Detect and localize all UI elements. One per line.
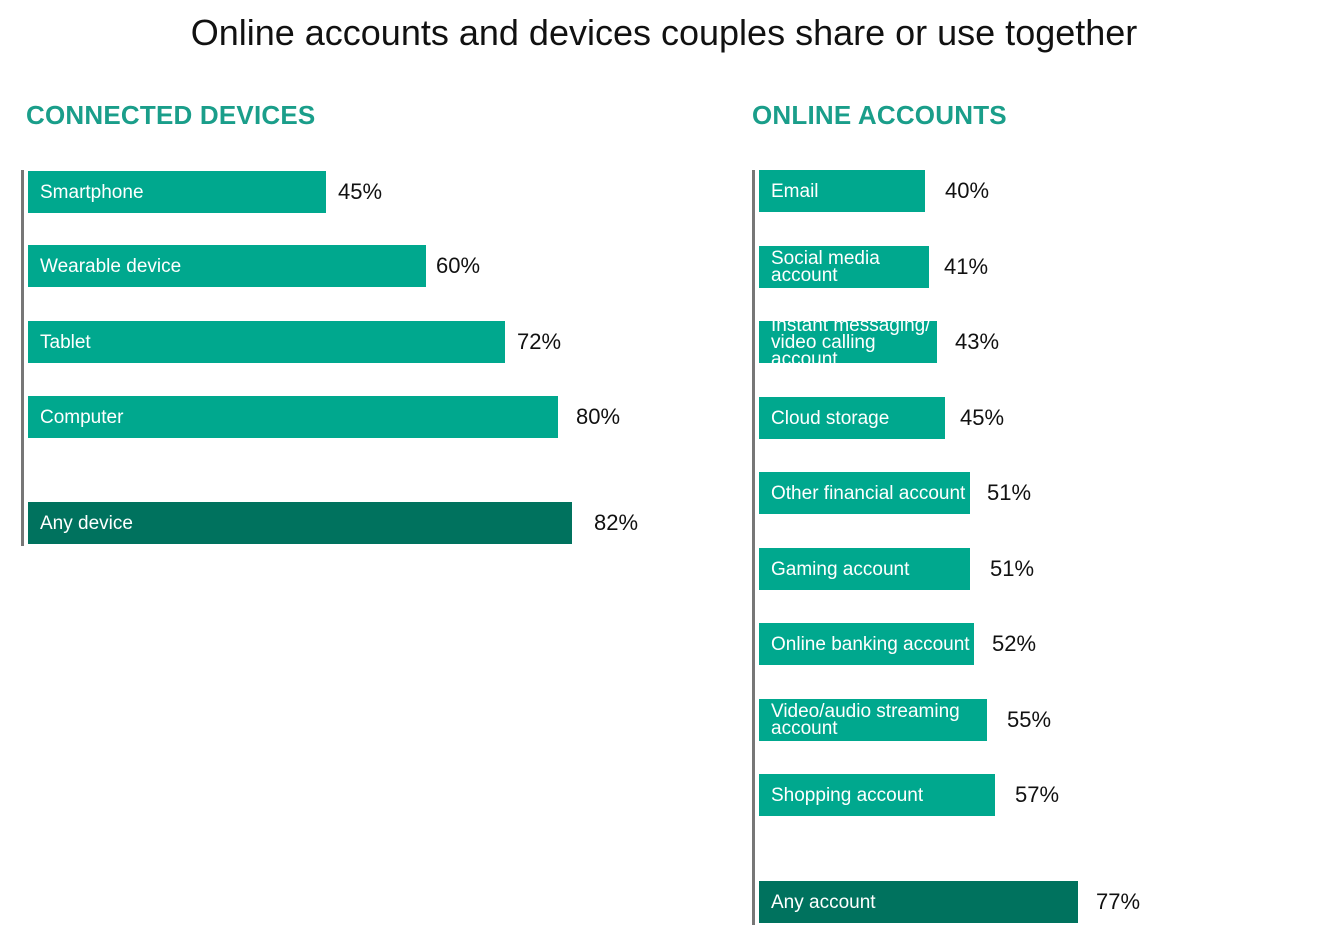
bar-label: Computer <box>40 406 124 428</box>
bar-label: Any account <box>771 891 876 913</box>
chart-title: Online accounts and devices couples shar… <box>190 12 1138 53</box>
bar-label: Gaming account <box>771 558 910 580</box>
bar-value-label: 51% <box>990 556 1035 581</box>
bar-any-account: Any account <box>759 881 1078 923</box>
bar-label: Email <box>771 180 819 202</box>
bar-label: Smartphone <box>40 181 144 203</box>
bar-value-label: 45% <box>960 405 1005 430</box>
bar-value-label: 60% <box>436 253 481 278</box>
bar-cloud-storage: Cloud storage <box>759 397 945 439</box>
online-accounts-axis <box>752 170 755 925</box>
bar-label: Social media account <box>771 248 880 286</box>
bar-smartphone: Smartphone <box>28 171 326 213</box>
bar-wearable-device: Wearable device <box>28 245 426 287</box>
bar-label: Shopping account <box>771 784 924 806</box>
bar-tablet: Tablet <box>28 321 505 363</box>
bar-value-label: 45% <box>338 179 383 204</box>
bar-email: Email <box>759 170 925 212</box>
bar-label: Tablet <box>40 331 91 353</box>
connected-devices-heading: CONNECTED DEVICES <box>26 100 316 130</box>
bar-online-banking-account: Online banking account <box>759 623 974 665</box>
bar-value-label: 40% <box>945 178 990 203</box>
bar-label: Video/audio streaming account <box>771 701 960 739</box>
bar-instant-messaging-video-calling-account: Instant messaging/ video calling account <box>759 314 937 370</box>
bar-gaming-account: Gaming account <box>759 548 970 590</box>
bar-shopping-account: Shopping account <box>759 774 995 816</box>
connected-devices-axis <box>21 170 24 546</box>
bar-video-audio-streaming-account: Video/audio streaming account <box>759 699 987 741</box>
bar-value-label: 55% <box>1007 707 1052 732</box>
online-accounts-heading: ONLINE ACCOUNTS <box>752 100 1007 130</box>
bar-other-financial-account: Other financial account <box>759 472 970 514</box>
bar-any-device: Any device <box>28 502 572 544</box>
bar-value-label: 51% <box>987 480 1032 505</box>
bar-value-label: 77% <box>1096 889 1141 914</box>
bar-value-label: 41% <box>944 254 989 279</box>
bar-label: Any device <box>40 512 133 534</box>
bar-label: Wearable device <box>40 255 182 277</box>
bar-computer: Computer <box>28 396 558 438</box>
bar-value-label: 52% <box>992 631 1037 656</box>
bar-value-label: 57% <box>1015 782 1060 807</box>
bar-value-label: 82% <box>594 510 639 535</box>
bar-label: Online banking account <box>771 633 970 655</box>
bar-label: Instant messaging/ video calling account <box>771 314 931 370</box>
bar-social-media-account: Social media account <box>759 246 929 288</box>
bar-value-label: 72% <box>517 329 562 354</box>
bar-label: Other financial account <box>771 482 966 504</box>
bar-label: Cloud storage <box>771 407 890 429</box>
bar-value-label: 80% <box>576 404 621 429</box>
bar-value-label: 43% <box>955 329 1000 354</box>
